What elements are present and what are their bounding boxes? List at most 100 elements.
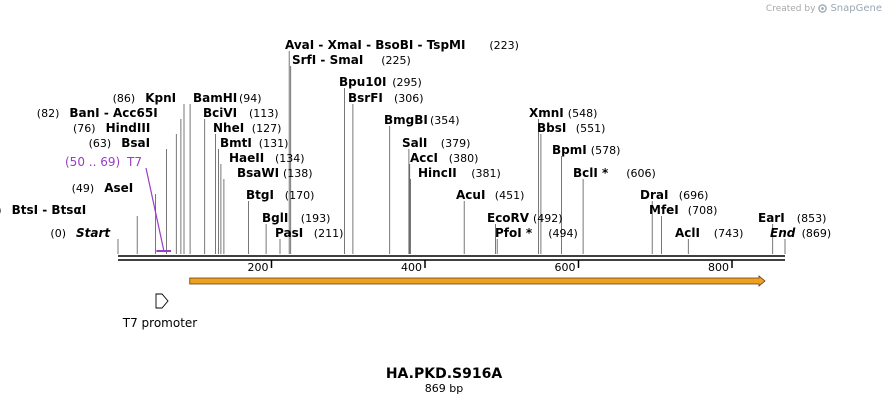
enzyme-name[interactable]: BciVI xyxy=(203,106,237,120)
enzyme-name[interactable]: EarI xyxy=(758,211,785,225)
primer-name-label: T7 xyxy=(126,155,142,169)
enzyme-name[interactable]: NheI xyxy=(213,121,244,135)
enzyme-label-3[interactable]: BsaI (63) xyxy=(89,136,150,150)
enzyme-label-34[interactable]: EarI (853) xyxy=(758,211,826,225)
enzyme-label-8[interactable]: BciVI (113) xyxy=(203,106,279,120)
enzyme-name[interactable]: EcoRV xyxy=(487,211,530,225)
enzyme-label-1[interactable]: BtsI - BtsαI (25) xyxy=(0,203,86,217)
axis-tick-label: 200 xyxy=(248,261,269,274)
enzyme-label-12[interactable]: BsaWI (138) xyxy=(237,166,313,180)
enzyme-label-32[interactable]: MfeI (708) xyxy=(649,203,717,217)
enzyme-label-13[interactable]: BtgI (170) xyxy=(246,188,314,202)
enzyme-label-2[interactable]: AseI (49) xyxy=(72,181,134,195)
enzyme-name[interactable]: PfoI * xyxy=(495,226,533,240)
enzyme-name[interactable]: HaeII xyxy=(229,151,264,165)
enzyme-name[interactable]: BpmI xyxy=(552,143,587,157)
enzyme-label-19[interactable]: BsrFI (306) xyxy=(348,91,424,105)
primer-annotation: (50 .. 69) T7 xyxy=(65,155,171,252)
enzyme-name[interactable]: BsaI xyxy=(121,136,150,150)
enzyme-label-11[interactable]: HaeII (134) xyxy=(229,151,305,165)
enzyme-name[interactable]: BsaWI xyxy=(237,166,279,180)
enzyme-name[interactable]: DraI xyxy=(640,188,668,202)
enzyme-name[interactable]: AvaI - XmaI - BsoBI - TspMI xyxy=(285,38,465,52)
enzyme-label-29[interactable]: BpmI (578) xyxy=(552,143,620,157)
snapgene-name: SnapGene xyxy=(830,3,882,14)
enzyme-position: (127) xyxy=(252,122,282,135)
enzyme-name[interactable]: End xyxy=(770,226,796,240)
enzyme-position: (548) xyxy=(568,107,598,120)
enzyme-label-18[interactable]: Bpu10I (295) xyxy=(339,75,422,89)
enzyme-position: (193) xyxy=(301,212,331,225)
enzyme-name[interactable]: PasI xyxy=(275,226,303,240)
enzyme-name[interactable]: HindIII xyxy=(106,121,151,135)
enzyme-name[interactable]: MfeI xyxy=(649,203,679,217)
enzyme-label-16[interactable]: AvaI - XmaI - BsoBI - TspMI (223) xyxy=(285,38,519,52)
enzyme-label-21[interactable]: SalI (379) xyxy=(402,136,470,150)
enzyme-position: (743) xyxy=(714,227,744,240)
enzyme-label-27[interactable]: XmnI (548) xyxy=(529,106,597,120)
enzyme-label-26[interactable]: PfoI * (494) xyxy=(495,226,578,240)
enzyme-label-4[interactable]: HindIII (76) xyxy=(73,121,150,135)
enzyme-position: (606) xyxy=(626,167,656,180)
enzyme-label-17[interactable]: SrfI - SmaI (225) xyxy=(292,53,411,67)
enzyme-label-28[interactable]: BbsI (551) xyxy=(537,121,605,135)
enzyme-name[interactable]: XmnI xyxy=(529,106,564,120)
enzyme-label-7[interactable]: BamHI (94) xyxy=(193,91,262,105)
enzyme-name[interactable]: Bpu10I xyxy=(339,75,386,89)
enzyme-label-0[interactable]: Start (0) xyxy=(50,226,111,240)
enzyme-name[interactable]: BamHI xyxy=(193,91,237,105)
enzyme-name[interactable]: BtsI - BtsαI xyxy=(12,203,87,217)
enzyme-label-35[interactable]: End (869) xyxy=(770,226,831,240)
enzyme-label-30[interactable]: BclI * (606) xyxy=(573,166,656,180)
enzyme-position: (225) xyxy=(381,54,411,67)
enzyme-label-33[interactable]: AclI (743) xyxy=(675,226,743,240)
enzyme-position: (295) xyxy=(392,76,422,89)
construct-title: HA.PKD.S916A xyxy=(386,366,502,382)
enzyme-label-24[interactable]: AcuI (451) xyxy=(456,188,524,202)
enzyme-name[interactable]: SrfI - SmaI xyxy=(292,53,363,67)
enzyme-position: (381) xyxy=(471,167,501,180)
enzyme-position: (134) xyxy=(275,152,305,165)
enzyme-name[interactable]: BsrFI xyxy=(348,91,383,105)
enzyme-name[interactable]: BmgBI xyxy=(384,113,428,127)
orf-arrow[interactable] xyxy=(189,275,766,287)
enzyme-label-6[interactable]: KpnI (86) xyxy=(113,91,177,105)
enzyme-position: (696) xyxy=(679,189,709,202)
enzyme-name[interactable]: AcuI xyxy=(456,188,485,202)
enzyme-name[interactable]: BbsI xyxy=(537,121,566,135)
enzyme-labels: Start (0) BtsI - BtsαI (25) AseI (49) BsaI (63)… xyxy=(0,38,831,240)
primer-range-label: (50 .. 69) xyxy=(65,155,120,169)
enzyme-position: (708) xyxy=(688,204,718,217)
enzyme-name[interactable]: Start xyxy=(76,226,111,240)
axis-tick-label: 600 xyxy=(555,261,576,274)
enzyme-name[interactable]: BglI xyxy=(262,211,288,225)
enzyme-name[interactable]: BclI * xyxy=(573,166,609,180)
enzyme-position: (869) xyxy=(802,227,832,240)
enzyme-label-31[interactable]: DraI (696) xyxy=(640,188,708,202)
enzyme-position: (853) xyxy=(797,212,827,225)
enzyme-label-9[interactable]: NheI (127) xyxy=(213,121,281,135)
sequence-backbone[interactable] xyxy=(118,255,785,261)
enzyme-label-22[interactable]: AccI (380) xyxy=(410,151,478,165)
enzyme-name[interactable]: SalI xyxy=(402,136,427,150)
enzyme-name[interactable]: BtgI xyxy=(246,188,274,202)
enzyme-name[interactable]: AseI xyxy=(104,181,133,195)
enzyme-name[interactable]: AccI xyxy=(410,151,438,165)
enzyme-position: (25) xyxy=(0,204,2,217)
enzyme-label-20[interactable]: BmgBI (354) xyxy=(384,113,460,127)
enzyme-name[interactable]: BmtI xyxy=(220,136,252,150)
enzyme-label-23[interactable]: HincII (381) xyxy=(418,166,501,180)
enzyme-name[interactable]: KpnI xyxy=(145,91,176,105)
created-by-text: Created by xyxy=(765,3,816,14)
t7-promoter-arrow-icon[interactable] xyxy=(155,293,169,309)
enzyme-name[interactable]: HincII xyxy=(418,166,457,180)
enzyme-name[interactable]: AclI xyxy=(675,226,700,240)
enzyme-label-25[interactable]: EcoRV (492) xyxy=(487,211,563,225)
enzyme-position: (86) xyxy=(113,92,136,105)
construct-length: 869 bp xyxy=(425,382,463,395)
enzyme-name[interactable]: BanI - Acc65I xyxy=(69,106,157,120)
enzyme-label-14[interactable]: BglI (193) xyxy=(262,211,330,225)
enzyme-label-15[interactable]: PasI (211) xyxy=(275,226,343,240)
enzyme-label-10[interactable]: BmtI (131) xyxy=(220,136,288,150)
enzyme-label-5[interactable]: BanI - Acc65I (82) xyxy=(37,106,158,120)
